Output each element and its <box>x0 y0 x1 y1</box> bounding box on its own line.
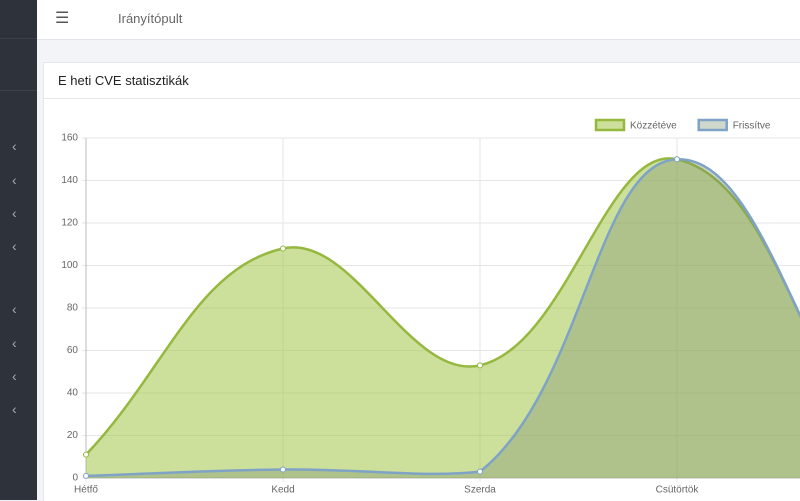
sidebar: ‹ ‹ ‹ ‹ ‹ ‹ ‹ ‹ <box>0 0 37 500</box>
menu-chevron[interactable]: ‹ <box>12 138 17 154</box>
x-tick-label: Szerda <box>464 485 496 496</box>
point <box>477 362 483 369</box>
y-tick-label: 60 <box>67 345 79 356</box>
menu-chevron[interactable]: ‹ <box>12 238 17 254</box>
menu-chevron[interactable]: ‹ <box>12 335 17 351</box>
y-tick-label: 0 <box>72 473 78 484</box>
menu-chevron[interactable]: ‹ <box>12 205 17 221</box>
sidebar-logo <box>0 0 37 39</box>
x-tick-label: Hétfő <box>74 485 98 496</box>
area-line <box>85 157 800 456</box>
menu-chevron[interactable]: ‹ <box>12 301 17 317</box>
point <box>280 245 286 252</box>
legend-swatch <box>697 118 728 132</box>
point <box>477 468 483 475</box>
area-fill <box>86 158 800 478</box>
x-tick-label: Csütörtök <box>656 485 700 496</box>
divider <box>0 90 37 91</box>
menu-chevron[interactable]: ‹ <box>12 401 17 417</box>
y-tick-label: 140 <box>61 175 78 186</box>
y-tick-label: 40 <box>67 388 79 399</box>
area-fill <box>86 159 800 478</box>
y-tick-label: 20 <box>67 430 79 441</box>
legend-label: Frissítve <box>733 121 771 132</box>
point <box>83 451 89 458</box>
menu-chevron[interactable]: ‹ <box>12 368 17 384</box>
point <box>83 472 89 479</box>
y-tick-label: 80 <box>67 303 79 314</box>
y-tick-label: 160 <box>61 133 78 144</box>
area-line <box>85 157 800 478</box>
y-tick-label: 100 <box>61 260 78 271</box>
menu-chevron[interactable]: ‹ <box>12 172 17 188</box>
legend-label: Közzétéve <box>630 121 677 132</box>
page-title: Irányítópult <box>118 11 183 26</box>
point <box>674 156 680 163</box>
point <box>280 466 286 473</box>
x-tick-label: Kedd <box>271 485 294 496</box>
legend-swatch <box>594 118 626 132</box>
topbar: ☰ Irányítópult <box>37 0 800 40</box>
y-tick-label: 120 <box>61 218 78 229</box>
card-title: E heti CVE statisztikák <box>44 63 800 99</box>
menu-toggle[interactable]: ☰ <box>55 10 70 27</box>
